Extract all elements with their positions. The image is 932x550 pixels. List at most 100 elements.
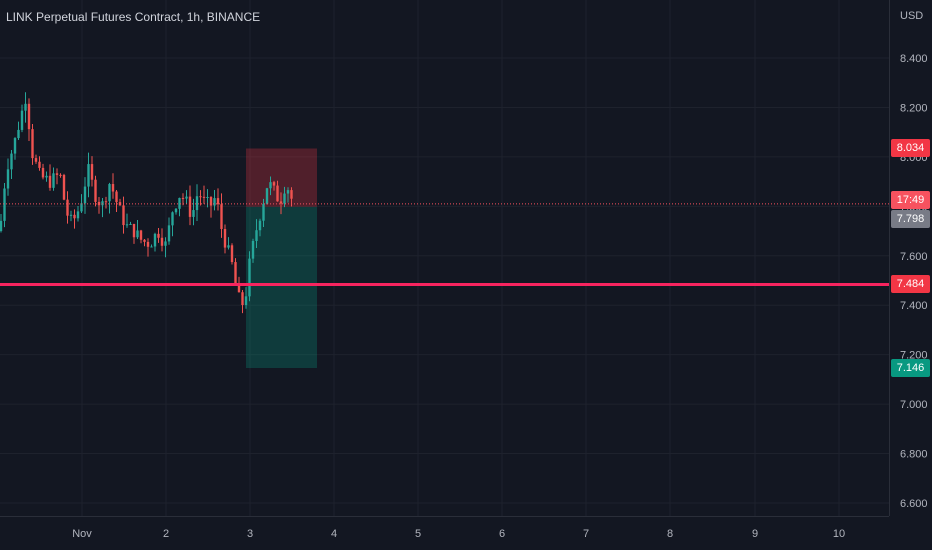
time-tick-label: 7 — [583, 528, 589, 540]
candle-body — [83, 186, 87, 204]
time-tick-label: 8 — [667, 528, 673, 540]
horizontal-line-badge: 7.484 — [891, 275, 930, 294]
candle-body — [248, 258, 251, 297]
candle-body — [62, 175, 66, 200]
candle-body — [150, 246, 153, 248]
price-tick-label: 7.600 — [900, 251, 928, 263]
candle-body — [76, 211, 80, 219]
candle-body — [237, 283, 241, 293]
candle-body — [153, 233, 157, 247]
candle-body — [10, 153, 13, 170]
price-tick-label: 7.200 — [900, 350, 928, 362]
price-tick-label: 6.800 — [900, 449, 928, 461]
target-price-badge: 7.146 — [891, 359, 930, 378]
candle-body — [20, 110, 24, 130]
candle-body — [286, 190, 290, 194]
grid — [0, 0, 889, 516]
candle-body — [6, 169, 10, 189]
candle-body — [101, 201, 104, 206]
candle-body — [223, 229, 227, 248]
candle-body — [146, 241, 150, 247]
candle-body — [111, 184, 115, 192]
candle-body — [199, 196, 202, 198]
candle-body — [136, 230, 139, 238]
candle-body — [202, 196, 206, 198]
candle-body — [206, 197, 209, 199]
countdown-badge: 17:49 — [891, 190, 930, 209]
candle-body — [157, 233, 160, 238]
candle-body — [258, 220, 262, 231]
candle-body — [3, 188, 6, 221]
time-tick-label: 10 — [833, 528, 845, 540]
candle-body — [241, 292, 244, 306]
candle-body — [27, 103, 31, 130]
price-tick-label: 7.400 — [900, 300, 928, 312]
candle-body — [108, 184, 111, 202]
candle-body — [129, 223, 132, 225]
candle-body — [234, 262, 237, 284]
time-tick-label: 3 — [247, 528, 253, 540]
candle-body — [174, 208, 178, 213]
candle-body — [290, 190, 293, 199]
candle-body — [143, 239, 146, 242]
price-tick-label: 8.400 — [900, 53, 928, 65]
candle-body — [185, 196, 188, 199]
candle-body — [272, 182, 276, 186]
candle-body — [0, 220, 3, 232]
candle-body — [13, 138, 17, 154]
candle-body — [160, 237, 164, 246]
candle-body — [90, 164, 94, 180]
candle-body — [192, 210, 195, 217]
candle-body — [34, 158, 38, 162]
price-axis[interactable] — [889, 0, 932, 516]
candle-body — [220, 204, 223, 230]
time-tick-label: 6 — [499, 528, 505, 540]
candle-body — [66, 199, 69, 216]
candle-body — [195, 196, 199, 211]
candle-body — [255, 230, 258, 241]
time-axis[interactable] — [0, 516, 889, 550]
candle-body — [94, 179, 97, 202]
candle-body — [104, 201, 108, 203]
candle-body — [181, 197, 185, 199]
position-zones — [246, 148, 317, 369]
candle-body — [213, 198, 216, 206]
candle-body — [171, 212, 174, 226]
candle-body — [125, 224, 129, 226]
candle-body — [55, 173, 59, 175]
candle-body — [115, 191, 118, 203]
candle-body — [87, 164, 90, 187]
price-tick-label: 6.600 — [900, 498, 928, 510]
candle-body — [244, 296, 248, 306]
candle-body — [209, 197, 213, 206]
price-tick-label: 7.000 — [900, 399, 928, 411]
price-tick-label: 8.200 — [900, 102, 928, 114]
time-tick-label: Nov — [72, 528, 92, 540]
time-tick-label: 2 — [163, 528, 169, 540]
time-tick-label: 9 — [752, 528, 758, 540]
candle-body — [216, 198, 220, 205]
time-tick-label: 4 — [331, 528, 337, 540]
time-tick-label: 5 — [415, 528, 421, 540]
candle-body — [31, 129, 34, 159]
candle-body — [41, 167, 45, 178]
time-tick-labels: Nov 2 3 4 5 6 7 8 9 10 — [72, 528, 845, 540]
candle-body — [164, 241, 167, 246]
candle-body — [73, 214, 76, 219]
candle-body — [269, 182, 272, 189]
candle-body — [265, 188, 269, 204]
candle-body — [24, 103, 27, 111]
candle-body — [139, 230, 143, 240]
reward-zone[interactable] — [246, 206, 317, 369]
candle-body — [80, 203, 83, 212]
candle-body — [283, 193, 286, 204]
currency-label: USD — [900, 10, 924, 22]
candle-body — [188, 196, 192, 217]
candle-body — [59, 174, 62, 176]
candle-body — [230, 245, 234, 263]
candle-body — [38, 161, 41, 168]
candle-body — [167, 225, 171, 242]
candle-body — [122, 205, 125, 226]
